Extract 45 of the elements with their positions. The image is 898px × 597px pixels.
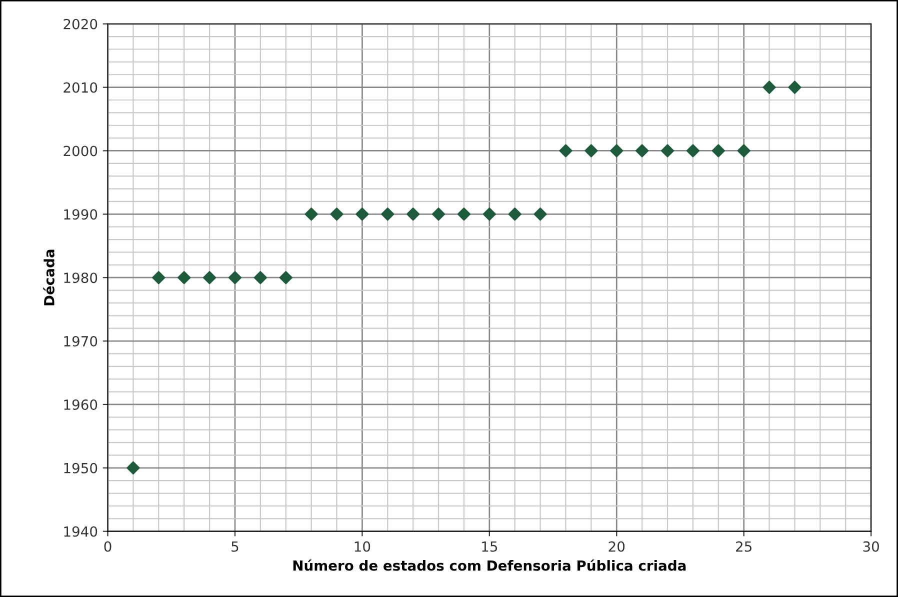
point [356, 208, 369, 221]
y-tick-label: 2020 [64, 18, 98, 30]
point [304, 208, 318, 221]
point [254, 271, 268, 284]
point [610, 144, 624, 158]
point [508, 208, 522, 221]
x-tick-label: 30 [863, 541, 879, 552]
x-tick-label: 15 [482, 541, 498, 552]
point [330, 208, 344, 221]
point [686, 144, 700, 158]
y-tick-label: 1960 [64, 399, 98, 410]
point [126, 461, 140, 474]
y-tick-label: 2000 [64, 146, 98, 156]
y-tick-label: 2010 [64, 82, 98, 93]
x-tick-label: 0 [104, 541, 112, 552]
y-tick-label: 1950 [64, 462, 98, 474]
x-tick-label: 10 [354, 541, 370, 552]
point [279, 271, 292, 284]
x-tick-label: 25 [736, 541, 752, 552]
y-tick-label: 1990 [64, 209, 98, 220]
point [584, 144, 598, 158]
y-tick-label: 1940 [64, 526, 98, 537]
point [152, 271, 166, 284]
point [482, 208, 496, 221]
point [762, 80, 776, 94]
point [381, 208, 394, 221]
point [178, 271, 191, 284]
point [559, 144, 572, 158]
x-tick-label: 5 [232, 541, 238, 552]
point [457, 208, 471, 221]
point [712, 144, 725, 158]
x-tick-label: 20 [608, 541, 625, 552]
y-axis-title: Década [43, 250, 54, 306]
point [737, 144, 750, 158]
y-tick-label: 1980 [64, 272, 98, 284]
y-tick-label: 1970 [64, 336, 98, 347]
point [432, 208, 446, 221]
point [202, 271, 216, 284]
point [788, 80, 802, 94]
point [406, 208, 420, 221]
point [534, 208, 547, 221]
point [228, 271, 242, 284]
x-axis-title: Número de estados com Defensoria Pública criada [293, 559, 686, 571]
point [660, 144, 674, 158]
point [635, 144, 649, 158]
